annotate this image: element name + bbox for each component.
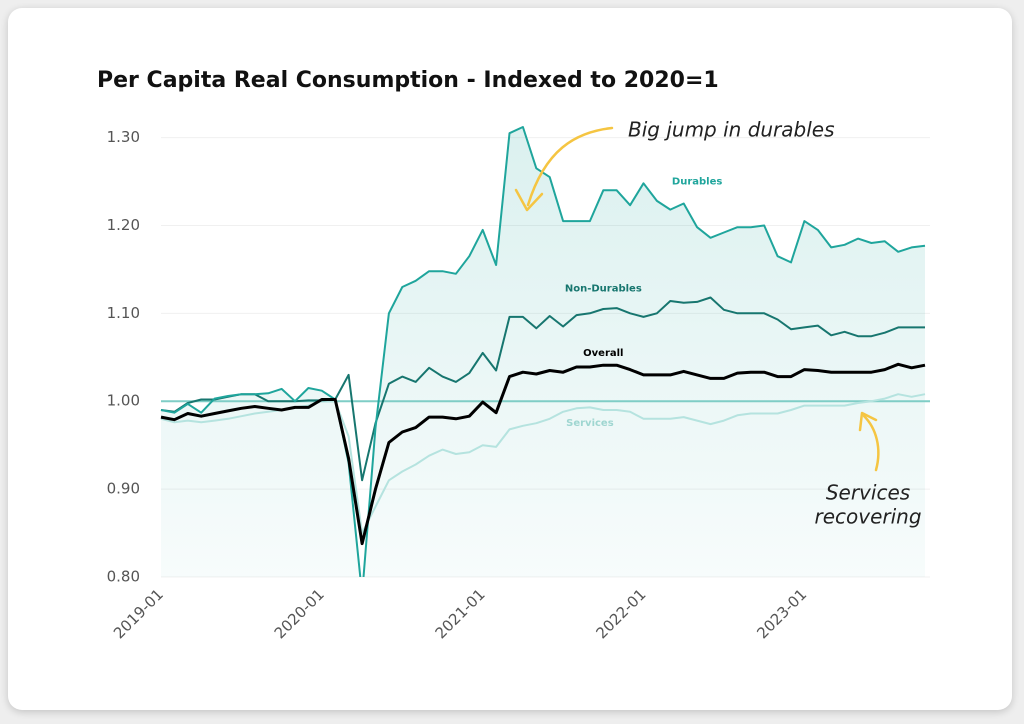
annotation-arrowhead [514,188,544,212]
annotation-arrow [862,414,880,472]
line [160,296,925,482]
x-tick-label: 2022-01 [592,585,649,642]
series-label: Non-Durables [565,284,642,295]
area [161,127,925,577]
line [160,362,926,546]
y-tick-label: 1.10 [107,304,140,322]
annotation-arrow [526,126,614,207]
y-tick-label: 1.00 [107,392,140,410]
annotation-arrowhead [858,411,878,432]
x-tick-label: 2021-01 [432,585,489,642]
annotation: Big jump in durables [628,118,835,142]
chart-title: Per Capita Real Consumption - Indexed to… [97,68,719,93]
y-tick-label: 1.30 [107,128,140,146]
series-label: Services [566,418,614,429]
x-tick-label: 2023-01 [753,585,810,642]
x-tick-label: 2020-01 [271,585,328,642]
y-tick-label: 0.90 [107,480,140,498]
y-tick-label: 0.80 [107,568,140,586]
annotation: recovering [814,505,921,529]
annotation: Services [826,481,910,505]
y-tick-label: 1.20 [107,216,140,234]
series-label: Overall [583,348,623,359]
series-label: Durables [672,177,722,188]
x-tick-label: 2019-01 [110,585,167,642]
